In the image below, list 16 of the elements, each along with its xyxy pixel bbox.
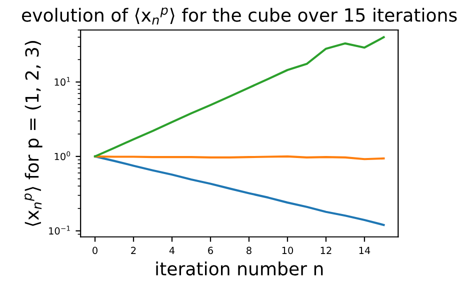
chart-title: evolution of ⟨x$_{n}$$^{p}$⟩ for the cube over 15 iterations bbox=[22, 8, 457, 25]
x-tick-label: 2 bbox=[131, 246, 136, 254]
line-series bbox=[94, 36, 385, 158]
x-tick-label: 4 bbox=[169, 246, 175, 254]
y-tick-label: 10$^{−1}$ bbox=[49, 226, 70, 235]
y-tick-label: 10$^{0}$ bbox=[54, 151, 70, 160]
x-tick-label: 6 bbox=[208, 246, 213, 254]
y-tick-label: 10$^{1}$ bbox=[54, 76, 70, 86]
x-tick-label: 12 bbox=[320, 246, 332, 254]
x-axis-title: iteration number n bbox=[156, 262, 323, 276]
x-tick-label: 10 bbox=[282, 246, 294, 254]
x-tick-label: 0 bbox=[92, 246, 98, 254]
y-axis-title: ⟨x$_{n}$$^{p}$⟩ for p = (1, 2, 3) bbox=[24, 41, 42, 226]
x-tick-label: 14 bbox=[359, 246, 370, 254]
x-tick-label: 8 bbox=[246, 246, 252, 254]
line-series bbox=[94, 155, 385, 226]
